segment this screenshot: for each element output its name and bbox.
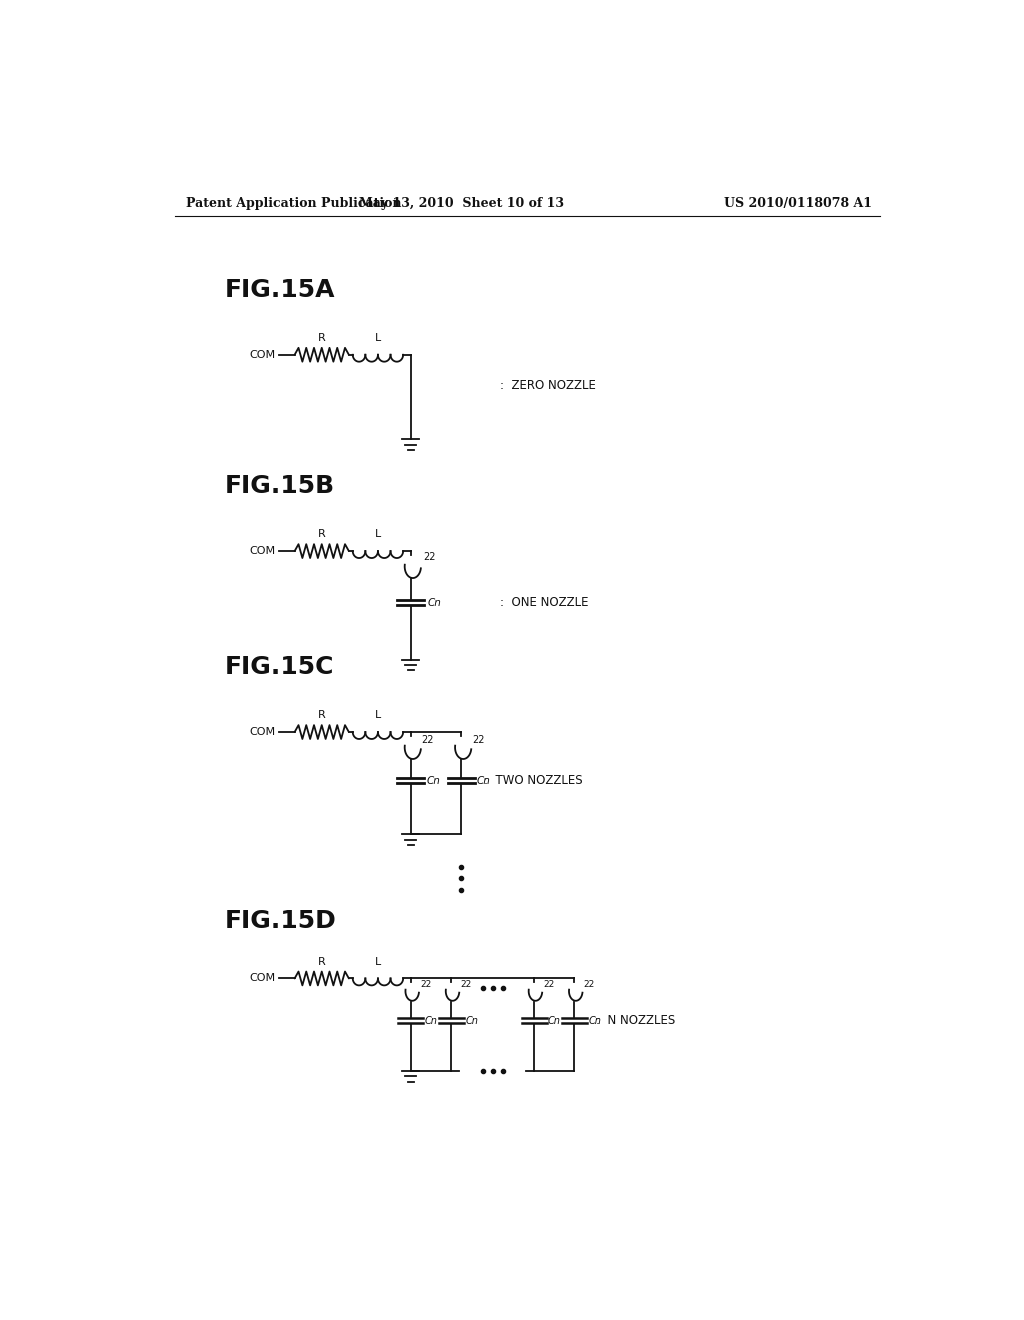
Text: L: L bbox=[375, 529, 381, 539]
Text: :  ZERO NOZZLE: : ZERO NOZZLE bbox=[500, 379, 596, 392]
Text: COM: COM bbox=[249, 727, 275, 737]
Text: Cn: Cn bbox=[548, 1016, 561, 1026]
Text: May 13, 2010  Sheet 10 of 13: May 13, 2010 Sheet 10 of 13 bbox=[358, 197, 564, 210]
Text: FIG.15C: FIG.15C bbox=[225, 655, 335, 678]
Text: R: R bbox=[317, 529, 326, 539]
Text: 22: 22 bbox=[584, 981, 595, 989]
Text: Cn: Cn bbox=[428, 598, 441, 607]
Text: 22: 22 bbox=[420, 981, 431, 989]
Text: US 2010/0118078 A1: US 2010/0118078 A1 bbox=[724, 197, 872, 210]
Text: COM: COM bbox=[249, 973, 275, 983]
Text: Patent Application Publication: Patent Application Publication bbox=[186, 197, 401, 210]
Text: COM: COM bbox=[249, 350, 275, 360]
Text: L: L bbox=[375, 333, 381, 343]
Text: Cn: Cn bbox=[425, 1016, 437, 1026]
Text: Cn: Cn bbox=[477, 776, 490, 785]
Text: R: R bbox=[317, 333, 326, 343]
Text: 22: 22 bbox=[472, 735, 484, 744]
Text: FIG.15A: FIG.15A bbox=[225, 277, 336, 302]
Text: :  N NOZZLES: : N NOZZLES bbox=[596, 1014, 676, 1027]
Text: 22: 22 bbox=[461, 981, 472, 989]
Text: Cn: Cn bbox=[589, 1016, 601, 1026]
Text: :  ONE NOZZLE: : ONE NOZZLE bbox=[500, 597, 589, 610]
Text: :  TWO NOZZLES: : TWO NOZZLES bbox=[484, 774, 583, 787]
Text: L: L bbox=[375, 957, 381, 966]
Text: FIG.15D: FIG.15D bbox=[225, 909, 337, 933]
Text: R: R bbox=[317, 957, 326, 966]
Text: 22: 22 bbox=[423, 552, 436, 562]
Text: 22: 22 bbox=[422, 735, 434, 744]
Text: Cn: Cn bbox=[465, 1016, 478, 1026]
Text: L: L bbox=[375, 710, 381, 721]
Text: 22: 22 bbox=[544, 981, 555, 989]
Text: COM: COM bbox=[249, 546, 275, 556]
Text: Cn: Cn bbox=[426, 776, 440, 785]
Text: R: R bbox=[317, 710, 326, 721]
Text: FIG.15B: FIG.15B bbox=[225, 474, 335, 498]
